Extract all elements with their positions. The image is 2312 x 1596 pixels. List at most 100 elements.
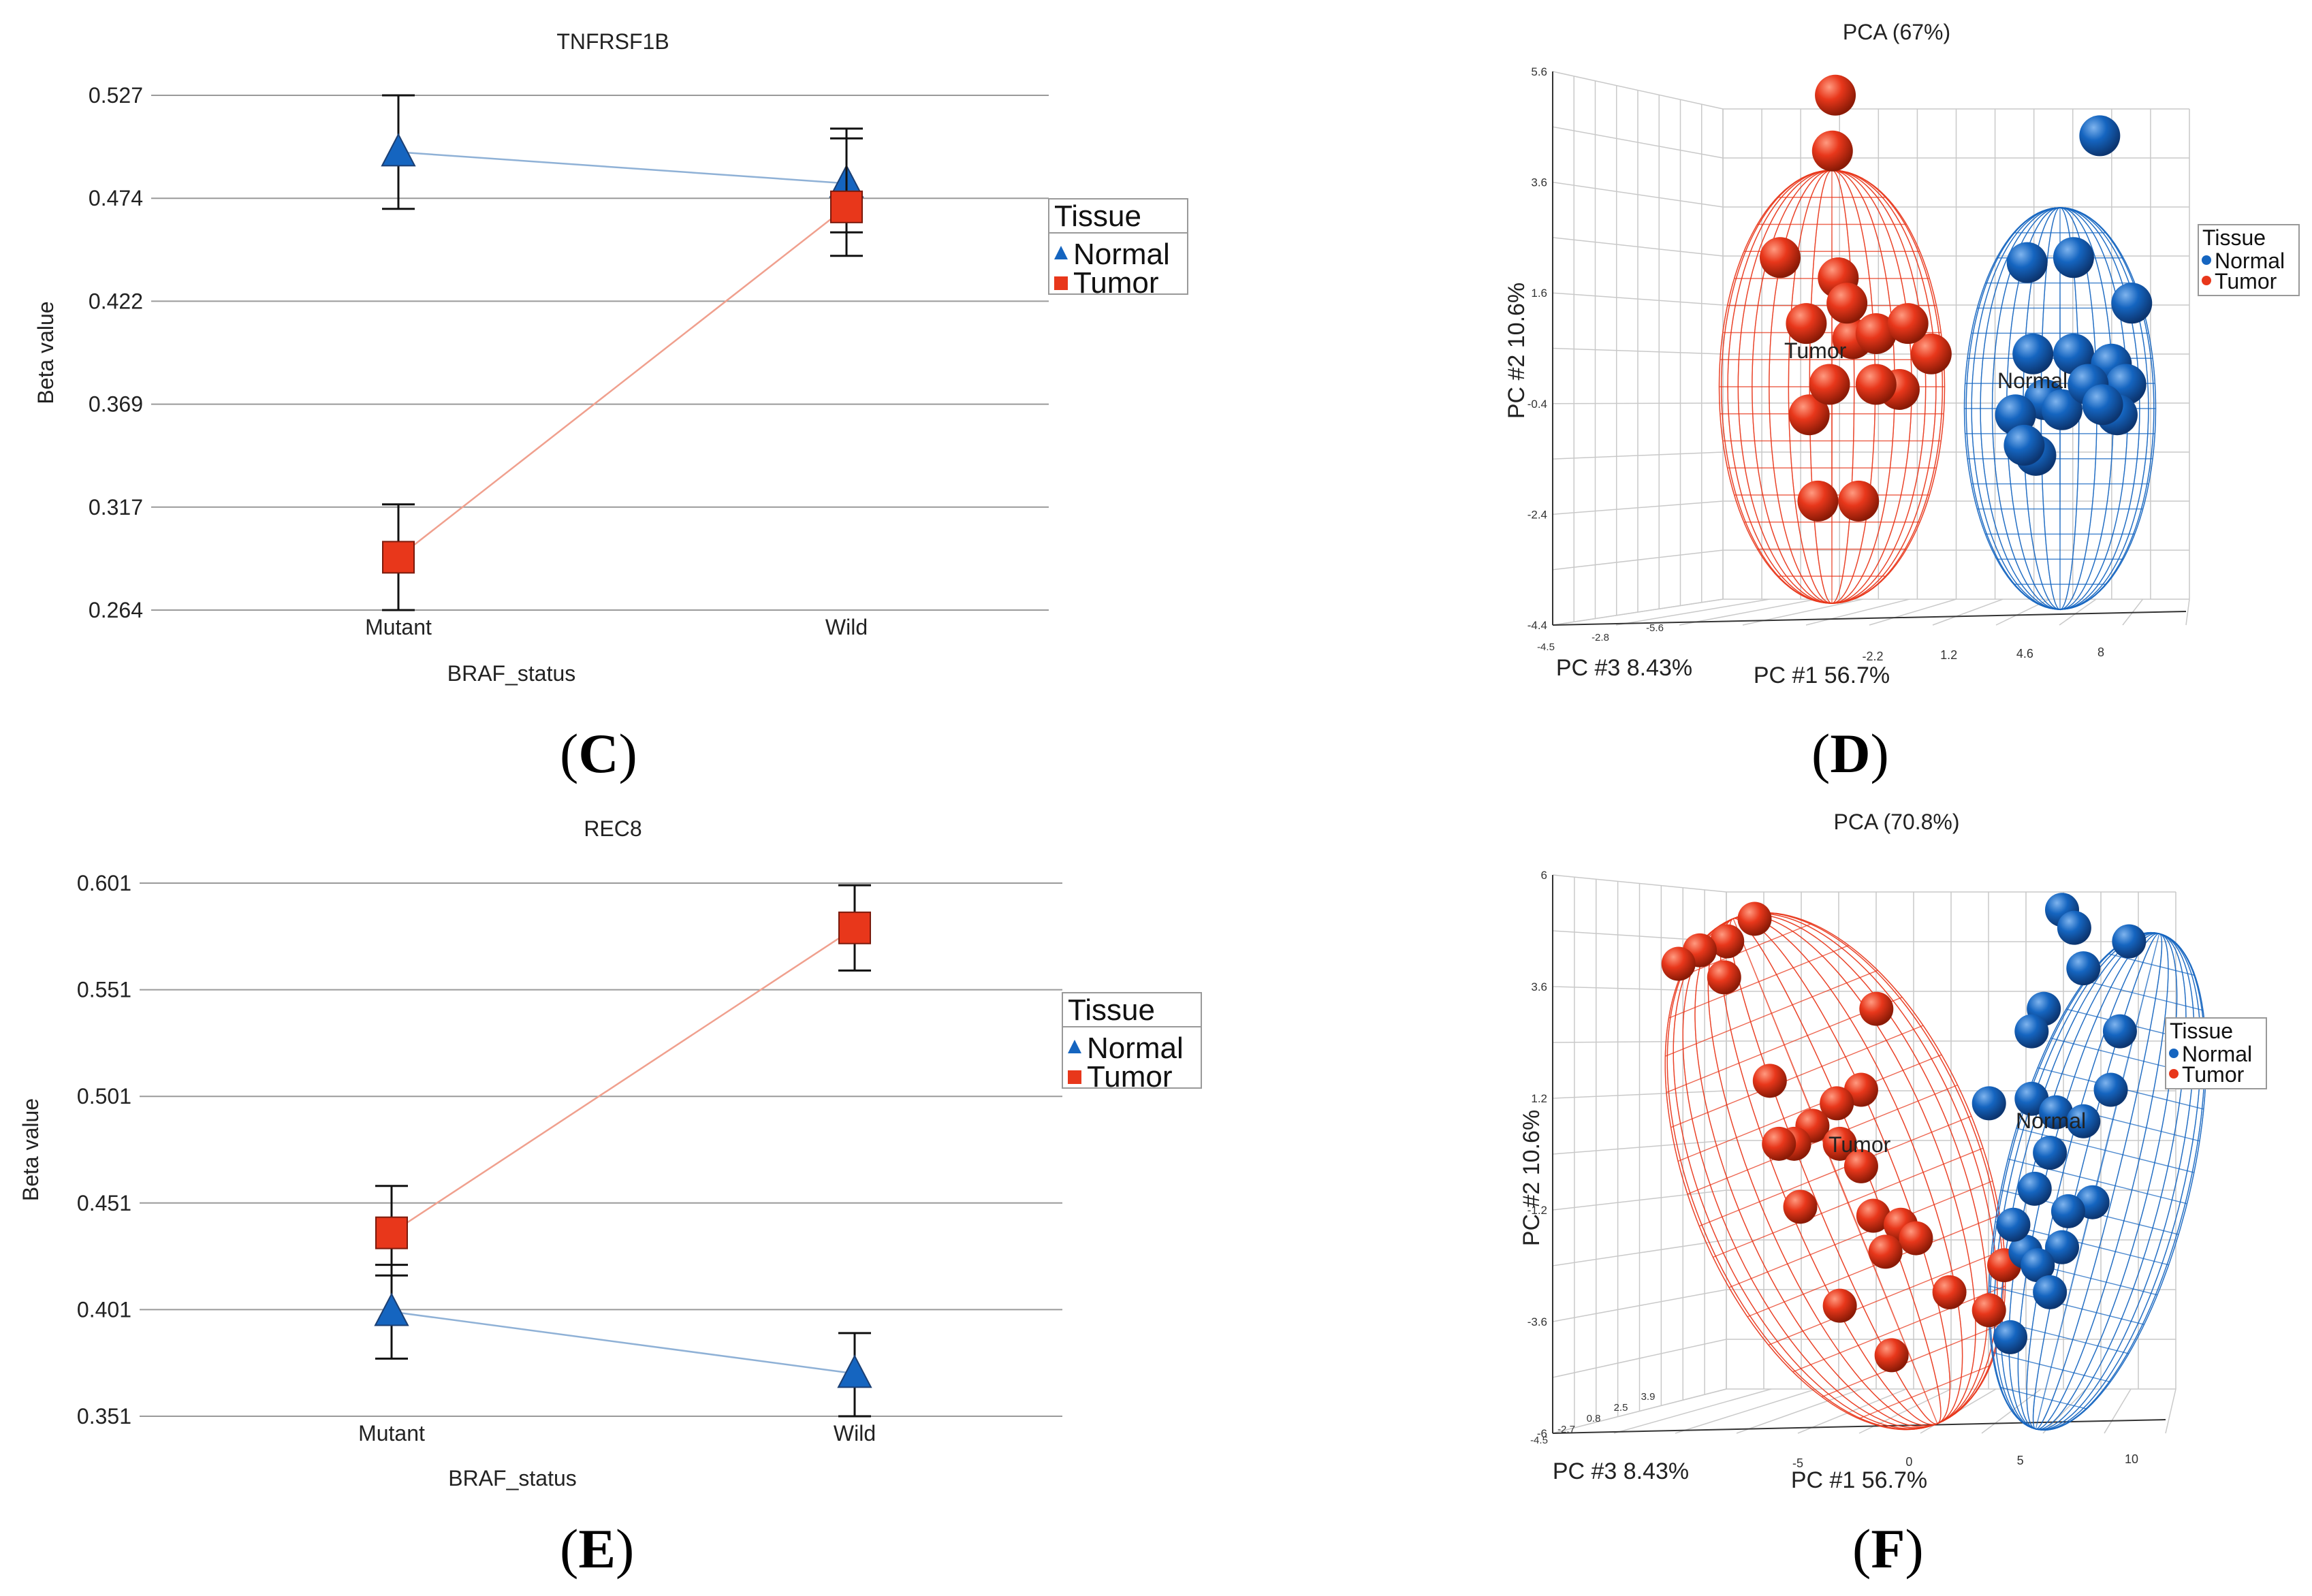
data-point-tumor-12 [1822,1126,1857,1161]
y-tick-label-2: 0.422 [89,289,143,313]
ellipsoid-meridian-16 [1988,931,2207,1431]
data-point-tumor-13 [1843,1149,1878,1183]
data-point-normal-21 [1996,1207,2031,1242]
series-line-tumor [391,927,855,1234]
data-point-tumor-4 [1786,303,1827,345]
y-tick-label-0: 5.6 [1531,65,1547,78]
y-tick-label-3: 0.451 [77,1191,131,1215]
side-wall-grid [1552,71,1724,626]
floor-line-4 [1805,598,1910,626]
data-point-tumor-11 [1762,1126,1796,1161]
y-tick-label-0: 0.601 [77,871,131,895]
x-axis-label: BRAF_status [448,1466,577,1490]
y-axis-label: PC #2 10.6% [1519,1110,1545,1246]
floor-line-2 [1679,598,1817,626]
z-tick-label-0: -4.5 [1537,641,1555,653]
legend-entry-tumor: Tumor [1073,266,1159,300]
y-tick-label-5: -6 [1537,1427,1547,1440]
data-point-tumor-15 [1856,1198,1890,1233]
side-hline-0 [1552,71,1724,110]
data-point-tumor-5 [1855,313,1897,354]
legend-marker-normal [1054,246,1068,259]
floor-line-10 [2185,598,2190,626]
marker-normal-mutant [381,133,416,167]
chart-title: REC8 [584,816,642,841]
x-axis-label: PC #1 56.7% [1791,1467,1927,1493]
data-point-tumor-14 [1826,283,1868,324]
legend-marker-tumor [2202,276,2211,285]
floor-line-7 [1995,598,2050,626]
legend-marker-tumor [1068,1070,1081,1084]
data-point-tumor-3 [1707,960,1741,995]
side-hline-8 [1552,1289,1727,1322]
ellipsoid-parallel-7 [1688,1085,1958,1195]
ellipsoid-parallel-1 [2108,953,2195,976]
data-point-tumor-20 [1971,1293,2006,1328]
z-axis-label: PC #3 8.43% [1553,1458,1689,1484]
data-point-tumor-2 [1737,901,1772,936]
x-axis-label: BRAF_status [447,661,576,686]
data-point-normal-6 [2014,1014,2049,1049]
floor-line-1 [1615,598,1770,626]
ellipsoid-meridian-16 [1963,207,2157,610]
ellipsoid-parallel-10 [1729,1181,1993,1288]
legend-entry-normal: Normal [2182,1042,2252,1066]
y-tick-label-5: 0.264 [89,598,143,622]
data-point-normal-7 [2093,1072,2128,1107]
data-point-tumor-4 [1661,946,1696,981]
side-hline-6 [1552,1190,1727,1211]
z-tick-label-0: -4.5 [1530,1435,1548,1446]
y-tick-label-1: 3.6 [1531,176,1547,189]
data-point-normal-19 [2033,1275,2068,1309]
data-point-normal-9 [2039,1095,2074,1130]
data-point-normal-5 [2053,333,2094,374]
data-point-normal-1 [2057,910,2091,945]
floor-line-8 [2042,1388,2087,1434]
chart-title: PCA (70.8%) [1834,810,1960,834]
legend-marker-normal [2202,255,2211,265]
marker-normal-mutant [374,1292,409,1326]
ellipsoid-parallel-5 [1670,1025,1923,1128]
side-hline-8 [1552,500,1724,515]
legend-entry-normal: Normal [1073,238,1170,271]
ellipsoid-parallel-15 [2000,1386,2087,1409]
panel-label-d: (D) [1811,722,1889,784]
data-point-normal-0 [2079,115,2121,157]
legend-marker-normal [1068,1040,1081,1053]
floor-grid [1552,1388,2176,1434]
legend-box [1062,992,1202,1089]
side-hline-7 [1552,451,1724,460]
ellipsoid-parallel-11 [1747,1214,2000,1318]
chart-title: PCA (67%) [1843,20,1950,44]
y-tick-label-3: -1.2 [1527,1204,1547,1217]
y-tick-label-4: 0.401 [77,1297,131,1322]
side-hline-4 [1552,292,1724,306]
series-line-tumor [398,206,847,558]
x-tick-label-wild: Wild [825,615,868,639]
ellipsoid-parallel-2 [1668,944,1849,1019]
annotation-tumor: Tumor [1828,1132,1891,1157]
floor-line-8 [2059,598,2097,626]
panel-f: PCA (70.8%) 6 3.6 1.2 -1.2 -3.6 -6 -5 0 5 10 -4.5 -2… [1478,790,2312,1525]
panel-e: REC8 Beta value 0.601 0.551 0.501 0.451 0.401 0… [0,790,1280,1539]
data-point-normal-13 [2017,1171,2052,1206]
y-tick-label-1: 3.6 [1531,980,1547,993]
y-tick-label-1: 0.551 [77,978,131,1002]
legend-marker-tumor [1054,276,1068,290]
x-tick-label-0: -5 [1792,1456,1803,1470]
y-tick-label-5: -4.4 [1527,619,1547,632]
ellipsoid-parallel-13 [1792,1286,2006,1373]
ellipsoid-meridian-16 [1664,912,2006,1431]
panel-d: PCA (67%) 5.6 3.6 1.6 -0.4 -2.4 -4.4 -2.2 1.2 4.6… [1478,0,2312,722]
data-point-tumor-5 [1859,991,1894,1026]
side-hline-7 [1552,1239,1727,1266]
x-tick-label-2: 5 [2017,1454,2024,1467]
legend-box [1048,198,1188,295]
data-point-normal-5 [2102,1014,2137,1049]
floor-line-1 [1613,1388,1772,1434]
data-point-normal-10 [2066,1104,2101,1138]
ellipsoid-parallel-12 [1989,1285,2144,1325]
